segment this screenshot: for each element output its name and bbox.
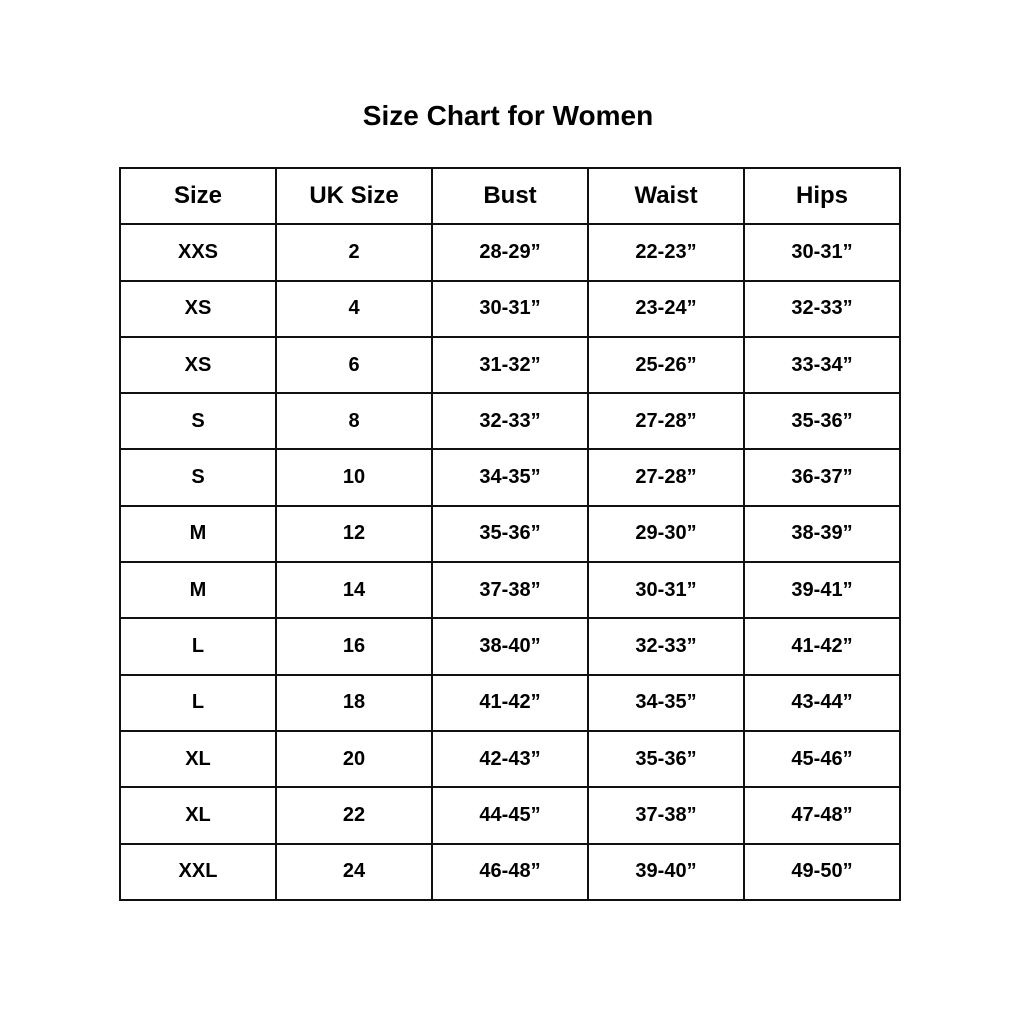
- cell-waist: 25-26”: [587, 335, 745, 395]
- column-header-hips: Hips: [743, 166, 901, 226]
- cell-hips: 32-33”: [743, 279, 901, 338]
- table-row: M 12 35-36” 29-30” 38-39”: [119, 504, 901, 564]
- column-header-uk-size: UK Size: [275, 166, 433, 226]
- table-row: XXS 2 28-29” 22-23” 30-31”: [119, 223, 901, 282]
- cell-uk-size: 24: [275, 842, 433, 901]
- cell-bust: 41-42”: [431, 673, 589, 732]
- cell-size: M: [119, 504, 277, 564]
- cell-waist: 34-35”: [587, 673, 745, 732]
- cell-size: M: [119, 561, 277, 620]
- cell-size: S: [119, 448, 277, 507]
- cell-waist: 35-36”: [587, 729, 745, 789]
- cell-bust: 44-45”: [431, 786, 589, 845]
- cell-uk-size: 20: [275, 729, 433, 789]
- column-header-bust: Bust: [431, 166, 589, 226]
- table-row: XL 22 44-45” 37-38” 47-48”: [119, 786, 901, 845]
- table-row: S 8 32-33” 27-28” 35-36”: [119, 392, 901, 451]
- cell-bust: 30-31”: [431, 279, 589, 338]
- table-row: M 14 37-38” 30-31” 39-41”: [119, 561, 901, 620]
- cell-waist: 39-40”: [587, 842, 745, 901]
- cell-uk-size: 2: [275, 223, 433, 282]
- cell-uk-size: 8: [275, 392, 433, 451]
- cell-hips: 30-31”: [743, 223, 901, 282]
- cell-bust: 37-38”: [431, 561, 589, 620]
- header-row: Size UK Size Bust Waist Hips: [119, 166, 901, 226]
- cell-waist: 37-38”: [587, 786, 745, 845]
- cell-uk-size: 22: [275, 786, 433, 845]
- cell-uk-size: 10: [275, 448, 433, 507]
- cell-hips: 38-39”: [743, 504, 901, 564]
- cell-bust: 31-32”: [431, 335, 589, 395]
- cell-size: XL: [119, 729, 277, 789]
- cell-size: XXS: [119, 223, 277, 282]
- table-row: XS 6 31-32” 25-26” 33-34”: [119, 335, 901, 395]
- cell-size: L: [119, 617, 277, 676]
- cell-hips: 39-41”: [743, 561, 901, 620]
- size-chart-table: Size UK Size Bust Waist Hips XXS 2 28-29” 22-23…: [119, 166, 901, 901]
- cell-size: XS: [119, 335, 277, 395]
- cell-hips: 33-34”: [743, 335, 901, 395]
- cell-bust: 42-43”: [431, 729, 589, 789]
- cell-waist: 27-28”: [587, 448, 745, 507]
- cell-hips: 41-42”: [743, 617, 901, 676]
- table-row: L 18 41-42” 34-35” 43-44”: [119, 673, 901, 732]
- cell-bust: 46-48”: [431, 842, 589, 901]
- cell-bust: 32-33”: [431, 392, 589, 451]
- cell-bust: 34-35”: [431, 448, 589, 507]
- cell-waist: 32-33”: [587, 617, 745, 676]
- column-header-waist: Waist: [587, 166, 745, 226]
- cell-bust: 38-40”: [431, 617, 589, 676]
- cell-uk-size: 12: [275, 504, 433, 564]
- page-title: Size Chart for Women: [362, 100, 654, 131]
- table-row: XXL 24 46-48” 39-40” 49-50”: [119, 842, 901, 901]
- table-row: XL 20 42-43” 35-36” 45-46”: [119, 729, 901, 789]
- cell-hips: 45-46”: [743, 729, 901, 789]
- cell-size: XS: [119, 279, 277, 338]
- cell-uk-size: 14: [275, 561, 433, 620]
- cell-waist: 30-31”: [587, 561, 745, 620]
- cell-uk-size: 16: [275, 617, 433, 676]
- cell-bust: 28-29”: [431, 223, 589, 282]
- cell-waist: 22-23”: [587, 223, 745, 282]
- cell-hips: 36-37”: [743, 448, 901, 507]
- column-header-size: Size: [119, 166, 277, 226]
- cell-size: XL: [119, 786, 277, 845]
- cell-size: L: [119, 673, 277, 732]
- cell-hips: 43-44”: [743, 673, 901, 732]
- cell-waist: 27-28”: [587, 392, 745, 451]
- cell-waist: 29-30”: [587, 504, 745, 564]
- cell-hips: 47-48”: [743, 786, 901, 845]
- cell-size: XXL: [119, 842, 277, 901]
- table-row: S 10 34-35” 27-28” 36-37”: [119, 448, 901, 507]
- cell-uk-size: 18: [275, 673, 433, 732]
- cell-uk-size: 6: [275, 335, 433, 395]
- cell-hips: 35-36”: [743, 392, 901, 451]
- table-row: L 16 38-40” 32-33” 41-42”: [119, 617, 901, 676]
- table-row: XS 4 30-31” 23-24” 32-33”: [119, 279, 901, 338]
- cell-uk-size: 4: [275, 279, 433, 338]
- cell-size: S: [119, 392, 277, 451]
- cell-waist: 23-24”: [587, 279, 745, 338]
- cell-bust: 35-36”: [431, 504, 589, 564]
- cell-hips: 49-50”: [743, 842, 901, 901]
